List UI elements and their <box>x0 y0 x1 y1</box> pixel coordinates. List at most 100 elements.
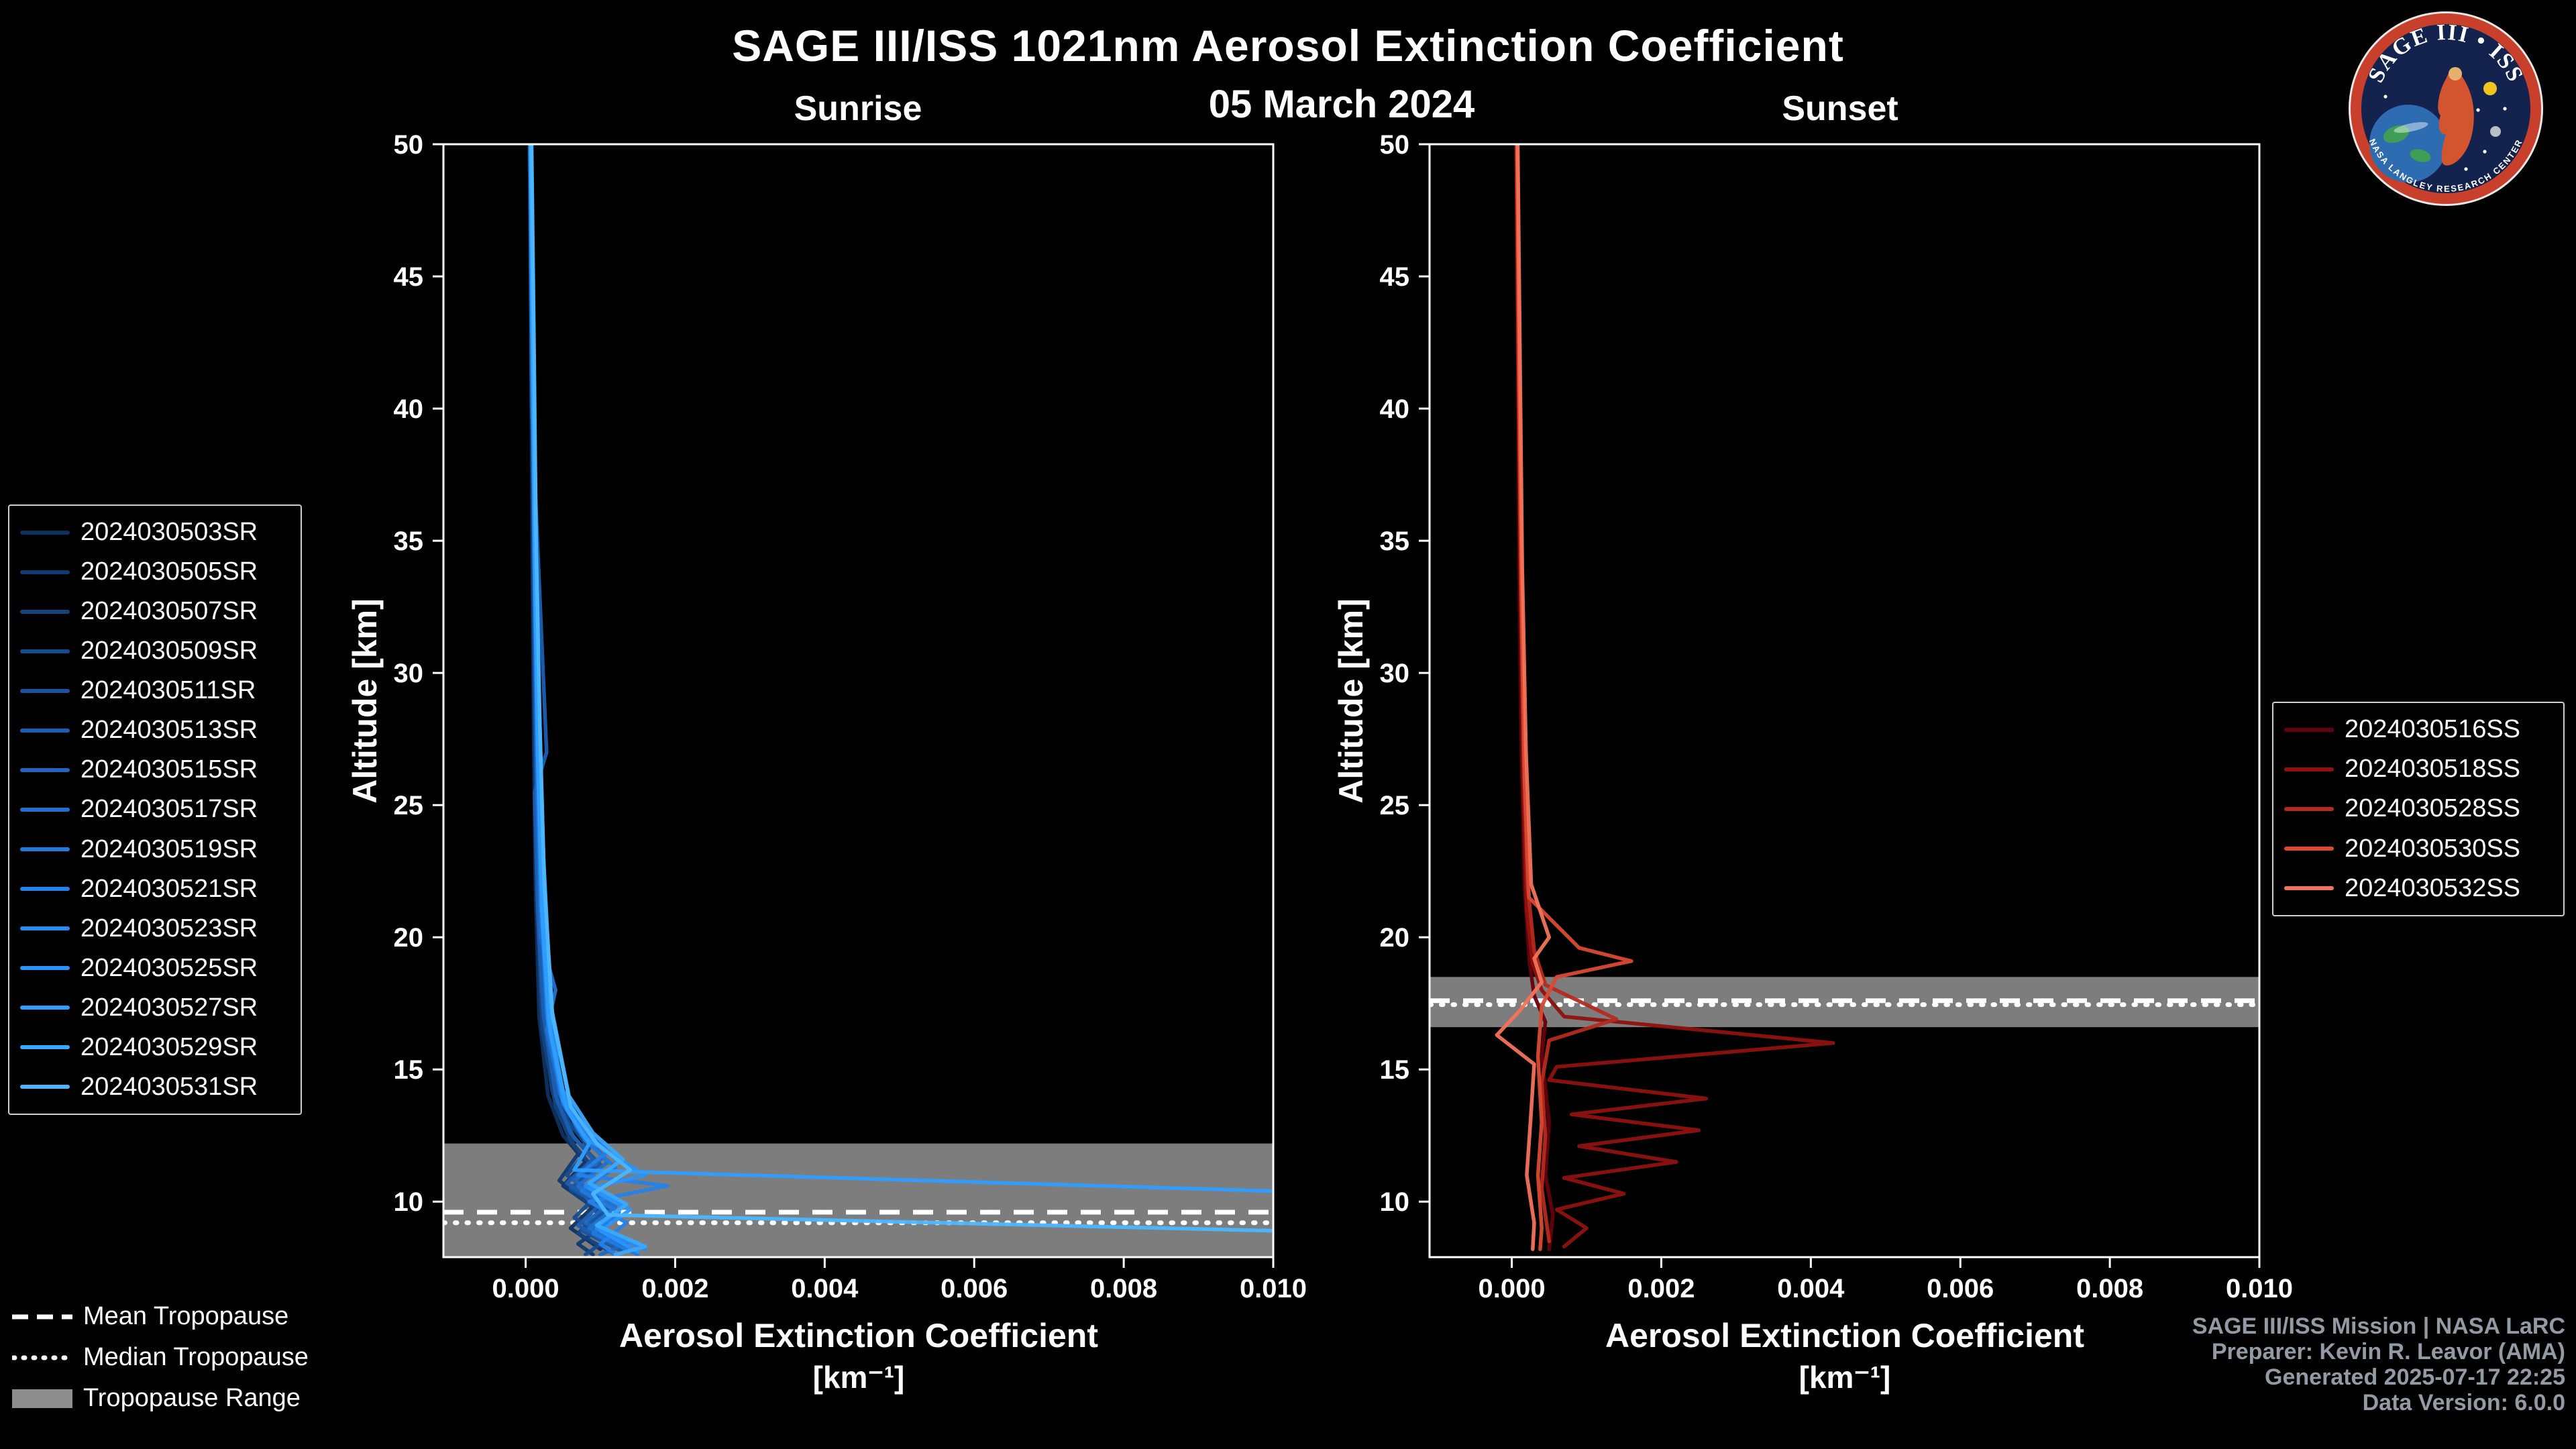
svg-text:10: 10 <box>394 1187 424 1217</box>
legend-line-swatch <box>2284 806 2334 811</box>
legend-line-swatch <box>20 609 70 614</box>
svg-text:30: 30 <box>1380 659 1410 688</box>
svg-text:0.002: 0.002 <box>641 1274 708 1303</box>
legend-item: 2024030505SR <box>20 553 290 592</box>
legend-line-swatch <box>20 966 70 971</box>
legend-item: 2024030529SR <box>20 1028 290 1067</box>
legend-item: 2024030527SR <box>20 988 290 1027</box>
legend-item: 2024030515SR <box>20 751 290 790</box>
legend-line-swatch <box>20 728 70 733</box>
svg-text:50: 50 <box>394 130 424 160</box>
main-title: SAGE III/ISS 1021nm Aerosol Extinction C… <box>732 21 1844 70</box>
legend-event-label: 2024030525SR <box>80 953 258 982</box>
legend-item: 2024030523SR <box>20 909 290 948</box>
legend-event-label: 2024030519SR <box>80 835 258 863</box>
legend-event-label: 2024030529SR <box>80 1032 258 1061</box>
date-subtitle: 05 March 2024 <box>1208 83 1475 126</box>
sage-logo-graphic: SAGE III • ISS NASA LANGLEY RESEARCH CEN… <box>2349 11 2543 206</box>
logo-figure-head <box>2449 67 2462 80</box>
svg-text:0.002: 0.002 <box>1627 1274 1695 1303</box>
legend-line-swatch <box>20 530 70 535</box>
svg-text:30: 30 <box>394 659 424 688</box>
legend-item: 2024030511SR <box>20 672 290 710</box>
legend-item: 2024030521SR <box>20 869 290 908</box>
median-tropopause-legend-item: Median Tropopause <box>12 1337 309 1378</box>
legend-line-swatch <box>20 807 70 812</box>
legend-event-label: 2024030532SS <box>2345 873 2521 902</box>
legend-event-label: 2024030515SR <box>80 755 258 784</box>
legend-event-label: 2024030521SR <box>80 874 258 903</box>
mean-tropopause-dashed-swatch <box>12 1314 72 1319</box>
sunrise-ylabel: Altitude [km] <box>346 598 384 804</box>
footer-mission: SAGE III/ISS Mission | NASA LaRC <box>2192 1313 2565 1339</box>
legend-line-swatch <box>20 1085 70 1089</box>
median-tropopause-label: Median Tropopause <box>83 1343 309 1371</box>
legend-line-swatch <box>20 887 70 892</box>
logo-scene <box>2369 67 2507 182</box>
sunrise-panel-title: Sunrise <box>794 89 922 128</box>
legend-item: 2024030532SS <box>2284 869 2553 908</box>
legend-item: 2024030503SR <box>20 513 290 552</box>
footer-preparer: Preparer: Kevin R. Leavor (AMA) <box>2211 1339 2565 1364</box>
legend-event-label: 2024030503SR <box>80 518 258 547</box>
svg-text:0.010: 0.010 <box>2226 1274 2293 1303</box>
svg-text:20: 20 <box>394 923 424 953</box>
legend-event-label: 2024030513SR <box>80 716 258 745</box>
legend-line-swatch <box>20 649 70 653</box>
legend-item: 2024030516SS <box>2284 710 2553 749</box>
logo-figure <box>2438 67 2474 166</box>
svg-text:35: 35 <box>1380 527 1410 556</box>
svg-text:0.006: 0.006 <box>1927 1274 1994 1303</box>
svg-text:0.004: 0.004 <box>791 1274 859 1303</box>
legend-line-swatch <box>2284 727 2334 732</box>
legend-event-label: 2024030527SR <box>80 993 258 1022</box>
legend-event-label: 2024030509SR <box>80 637 258 665</box>
legend-line-swatch <box>20 767 70 772</box>
footer-data-version: Data Version: 6.0.0 <box>2362 1390 2565 1415</box>
sunrise-plot: 0.000 0.002 0.004 0.006 0.008 0.010 10 15 20 25 30… <box>394 130 1307 1303</box>
tropopause-range-patch-swatch <box>12 1389 72 1408</box>
svg-text:0.000: 0.000 <box>1479 1274 1546 1303</box>
legend-event-label: 2024030511SR <box>80 676 256 705</box>
legend-line-swatch <box>2284 767 2334 771</box>
svg-text:45: 45 <box>1380 262 1410 292</box>
svg-text:15: 15 <box>1380 1055 1410 1085</box>
svg-text:25: 25 <box>394 791 424 820</box>
legend-event-label: 2024030507SR <box>80 597 258 626</box>
legend-item: 2024030509SR <box>20 632 290 671</box>
svg-text:0.010: 0.010 <box>1240 1274 1307 1303</box>
tropopause-range-label: Tropopause Range <box>83 1384 301 1412</box>
svg-text:0.008: 0.008 <box>1090 1274 1157 1303</box>
legend-item: 2024030513SR <box>20 711 290 750</box>
legend-line-swatch <box>20 688 70 693</box>
footer-generated: Generated 2025-07-17 22:25 <box>2265 1364 2565 1390</box>
sunrise-legend: 2024030503SR 2024030505SR 2024030507SR 2024… <box>8 504 302 1115</box>
tropopause-range-legend-item: Tropopause Range <box>12 1378 309 1419</box>
legend-line-swatch <box>20 570 70 574</box>
legend-item: 2024030530SS <box>2284 829 2553 868</box>
sunrise-xlabel-line1: Aerosol Extinction Coefficient <box>619 1317 1098 1354</box>
sunset-panel-title: Sunset <box>1782 89 1898 128</box>
svg-text:25: 25 <box>1380 791 1410 820</box>
logo-earth <box>2369 105 2447 182</box>
logo-moon <box>2490 126 2501 137</box>
sunset-xlabel: Aerosol Extinction Coefficient [km⁻¹] <box>1429 1316 2261 1395</box>
legend-line-swatch <box>20 926 70 931</box>
legend-line-swatch <box>2284 847 2334 851</box>
legend-event-label: 2024030528SS <box>2345 794 2521 823</box>
svg-text:10: 10 <box>1380 1187 1410 1217</box>
legend-item: 2024030528SS <box>2284 790 2553 828</box>
svg-text:0.004: 0.004 <box>1777 1274 1845 1303</box>
legend-item: 2024030518SS <box>2284 750 2553 789</box>
mean-tropopause-legend-item: Mean Tropopause <box>12 1296 309 1337</box>
legend-item: 2024030507SR <box>20 592 290 631</box>
legend-item: 2024030525SR <box>20 949 290 987</box>
sunset-plot: 0.000 0.002 0.004 0.006 0.008 0.010 10 15 20 25 30… <box>1380 130 2294 1303</box>
mean-tropopause-label: Mean Tropopause <box>83 1302 289 1330</box>
legend-item: 2024030531SR <box>20 1067 290 1106</box>
legend-event-label: 2024030516SS <box>2345 715 2521 744</box>
median-tropopause-dotted-swatch <box>12 1355 72 1360</box>
logo-sun <box>2483 82 2497 95</box>
legend-item: 2024030519SR <box>20 830 290 869</box>
